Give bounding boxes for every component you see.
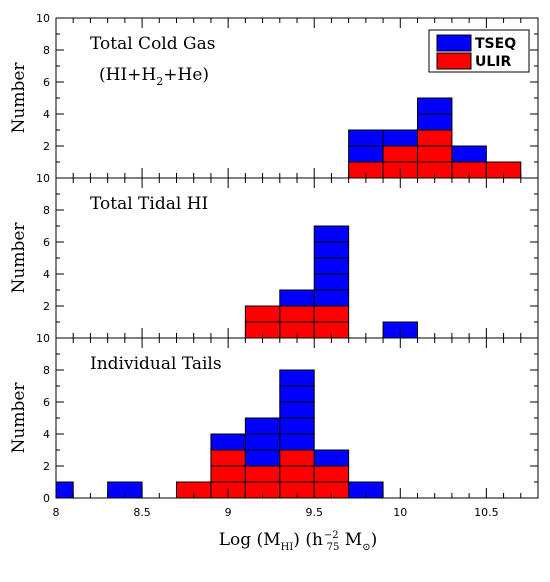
bar-tseq-cell [417, 113, 453, 131]
x-tick-label: 10 [393, 506, 407, 519]
panel-3: 0 2 4 6 8 10 8 8.5 9 9.5 10 10.5 Number Individual Ta… [9, 332, 539, 519]
bar-tseq-cell [244, 449, 281, 467]
bar-ulir-cell [210, 449, 246, 467]
bar-ulir-cell [382, 145, 419, 163]
y-tick-label: 6 [43, 236, 50, 249]
y-tick-label: 10 [36, 172, 50, 185]
bar-tseq-cell [348, 129, 384, 147]
y-tick-label: 2 [43, 460, 50, 473]
y-tick-label: 0 [43, 492, 50, 505]
y-tick-label: 8 [43, 44, 50, 57]
bar-tseq-cell [417, 97, 453, 115]
bar-tseq-cell [279, 433, 315, 451]
y-axis-label: Number [9, 382, 29, 454]
x-axis-label: Log (MHI) (h−2 75 M⊙) [219, 530, 377, 553]
y-axis-label: Number [9, 222, 29, 294]
legend-label-ulir: ULIR [475, 54, 511, 70]
panel-title: Total Cold Gas [90, 34, 215, 54]
bar-tseq-cell [313, 241, 350, 259]
bar-ulir-cell [210, 465, 246, 483]
bar-ulir-cell [417, 129, 453, 147]
x-tick-label: 9.5 [305, 506, 323, 519]
panel-subtitle: (HI+H2+He) [99, 65, 209, 88]
y-tick-label: 4 [43, 428, 50, 441]
bar-tseq-cell [313, 257, 350, 275]
bar-tseq-cell [55, 481, 74, 499]
bar-ulir-cell [244, 465, 281, 483]
panel-title: Individual Tails [90, 354, 222, 374]
panel-title: Total Tidal HI [90, 194, 208, 214]
bar-tseq-cell [244, 433, 281, 451]
bar-tseq-cell [348, 145, 384, 163]
y-tick-label: 8 [43, 204, 50, 217]
bar-tseq-cell [313, 449, 350, 467]
bar-ulir-cell [244, 305, 281, 323]
legend: TSEQ ULIR [428, 29, 530, 73]
bar-tseq-cell [451, 145, 487, 163]
x-tick-label: 10.5 [474, 506, 499, 519]
bar-tseq-cell [279, 289, 315, 307]
y-tick-label: 2 [43, 300, 50, 313]
y-tick-label: 2 [43, 140, 50, 153]
panel-1: 2 4 6 8 10 Number Total Cold Gas (HI+H2+He) TSEQ… [9, 12, 539, 179]
bar-tseq-cell [279, 417, 315, 435]
overlay-layer: Log (MHI) (h−2 75 M⊙) [219, 530, 377, 553]
x-tick-label: 8 [53, 506, 60, 519]
bar-tseq-cell [279, 385, 315, 403]
y-tick-label: 6 [43, 76, 50, 89]
bar-ulir-cell [279, 305, 315, 323]
bar-tseq-cell [313, 289, 350, 307]
legend-label-tseq: TSEQ [475, 36, 516, 52]
panel-2: 2 4 6 8 10 Number Total Tidal HI [9, 172, 539, 339]
y-tick-label: 6 [43, 396, 50, 409]
legend-swatch-tseq [436, 34, 472, 52]
bar-ulir-cell [279, 449, 315, 467]
legend-swatch-ulir [436, 52, 472, 70]
y-tick-label: 10 [36, 332, 50, 345]
bar-tseq-cell [279, 401, 315, 419]
y-tick-label: 4 [43, 268, 50, 281]
bar-tseq-cell [210, 433, 246, 451]
y-tick-label: 10 [36, 12, 50, 25]
y-axis-label: Number [9, 62, 29, 134]
bar-tseq-cell [382, 129, 419, 147]
bar-ulir-cell [417, 145, 453, 163]
panels-layer: 2 4 6 8 10 Number Total Cold Gas (HI+H2+He) TSEQ… [9, 12, 539, 519]
x-tick-label: 9 [225, 506, 232, 519]
bar-tseq-cell [313, 273, 350, 291]
bar-tseq-cell [279, 369, 315, 387]
bar-tseq-cell [244, 417, 281, 435]
bar-ulir-cell [313, 305, 350, 323]
y-tick-label: 4 [43, 108, 50, 121]
y-tick-label: 8 [43, 364, 50, 377]
bar-tseq-cell [313, 225, 350, 243]
bar-ulir-cell [279, 465, 315, 483]
x-tick-label: 8.5 [133, 506, 151, 519]
bar-ulir-cell [313, 465, 350, 483]
